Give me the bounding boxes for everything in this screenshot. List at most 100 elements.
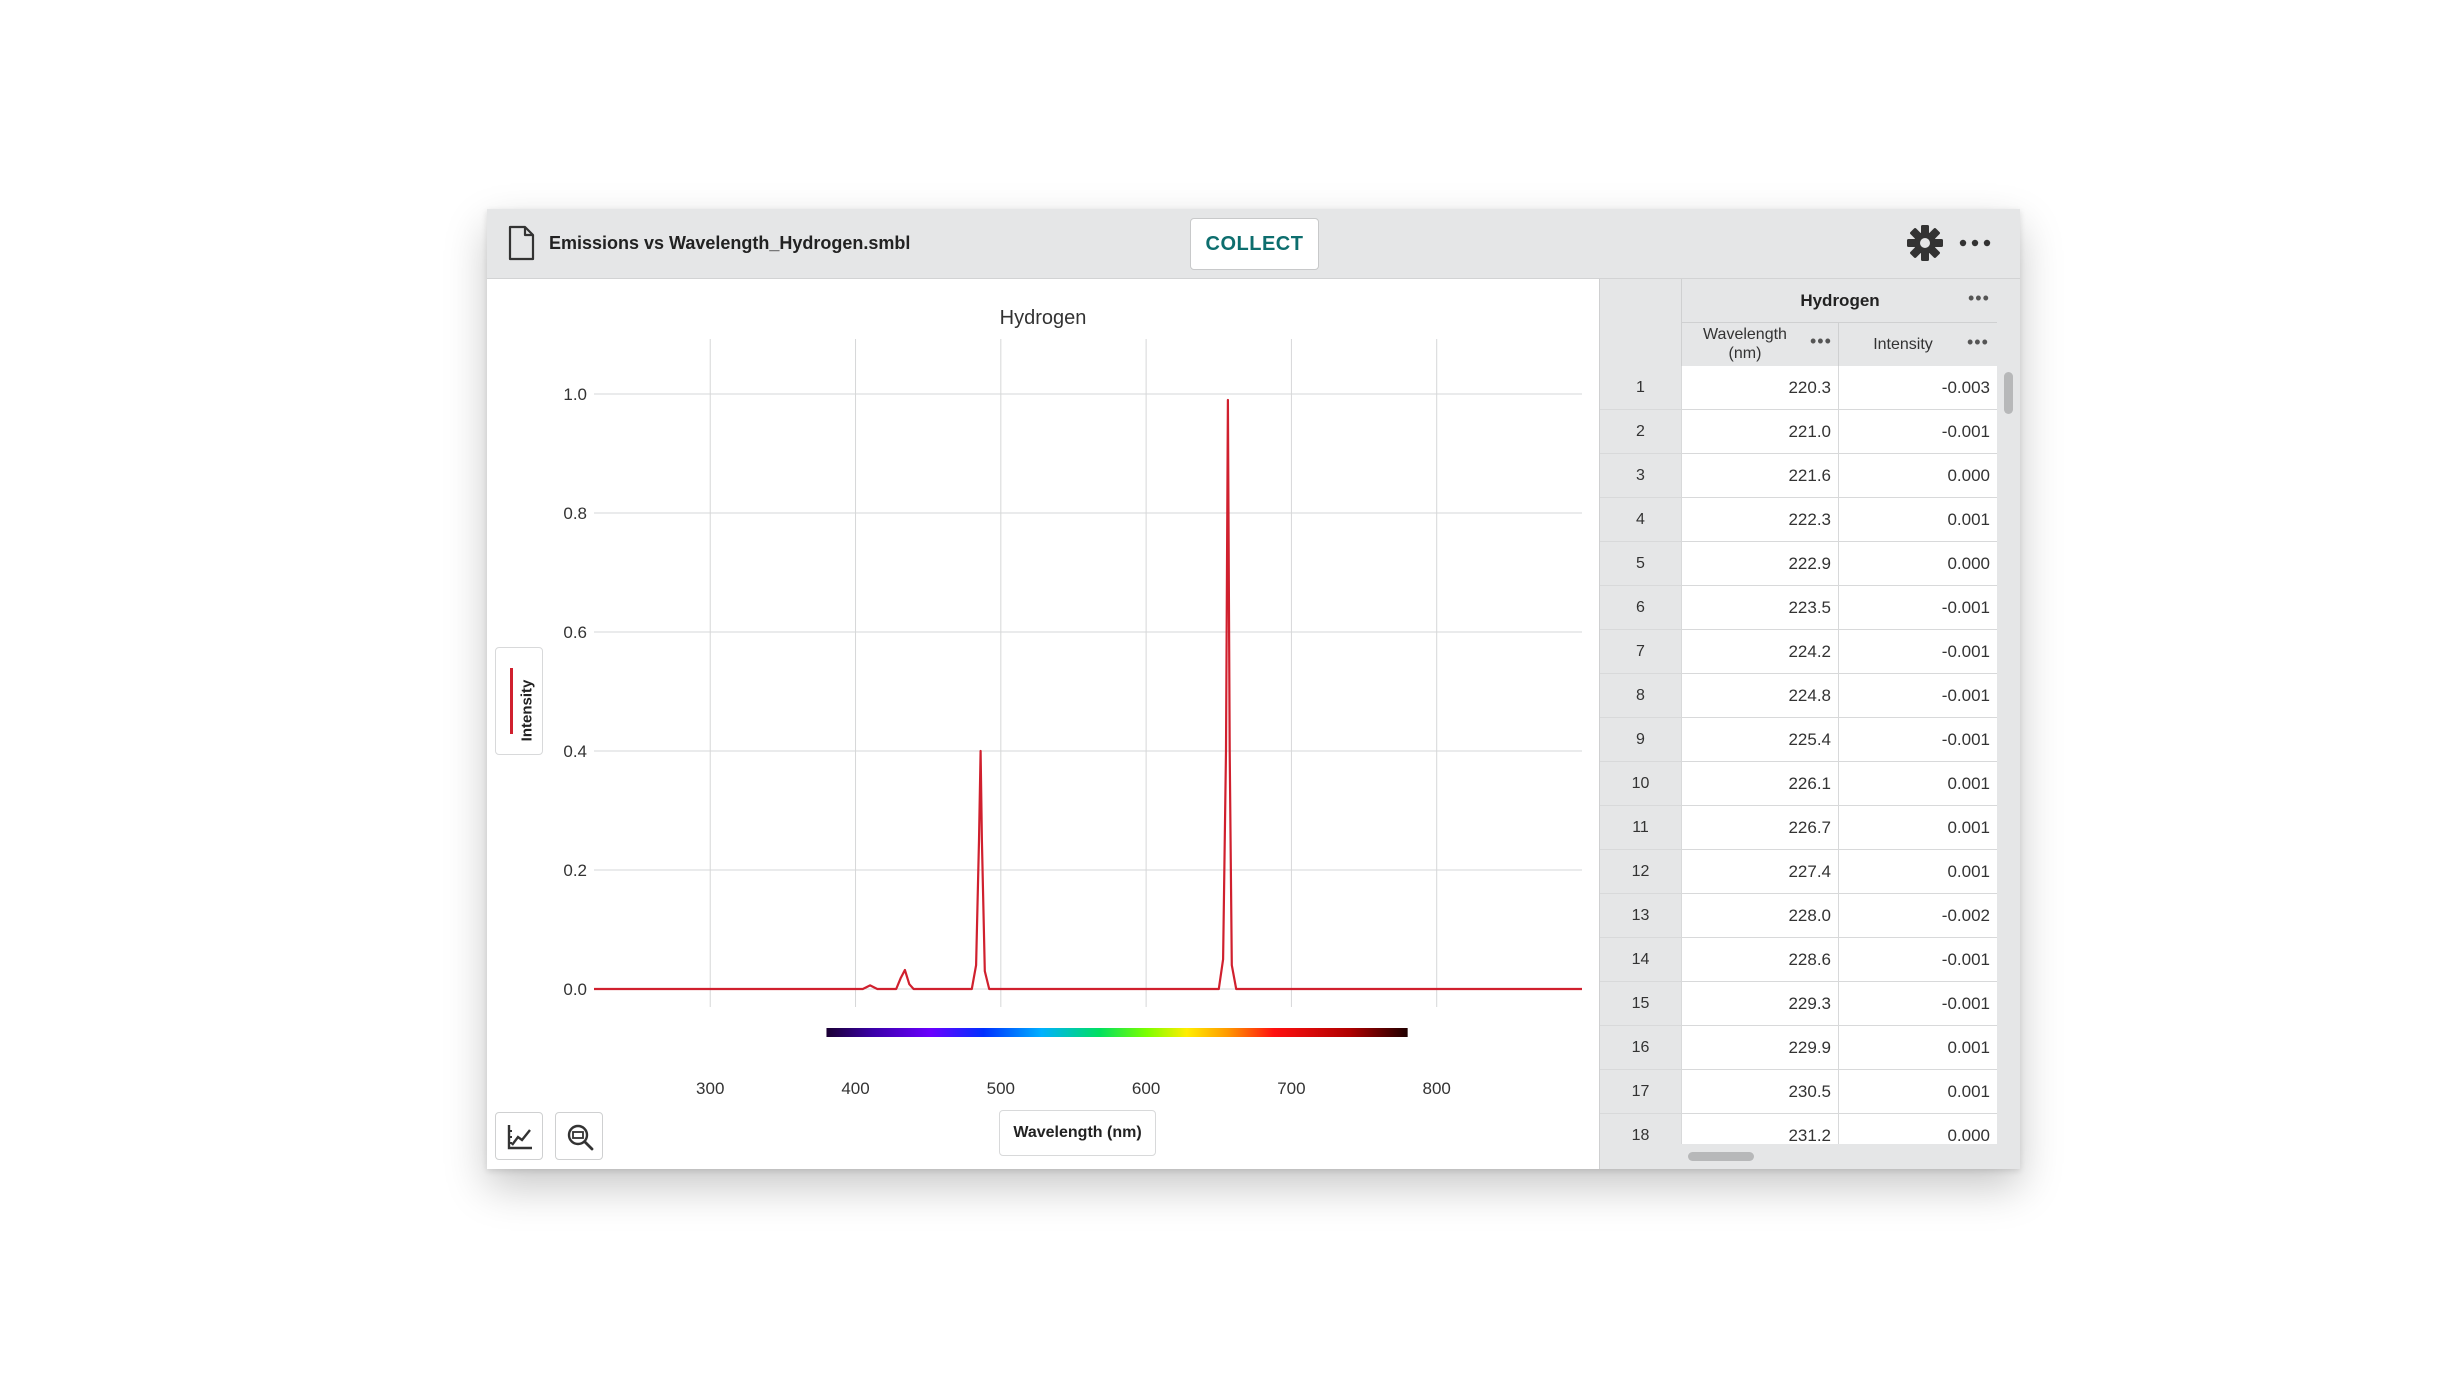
cell-wavelength[interactable]: 221.0 <box>1681 410 1838 454</box>
cell-wavelength[interactable]: 228.0 <box>1681 894 1838 938</box>
app-window: Emissions vs Wavelength_Hydrogen.smbl CO… <box>487 209 2020 1169</box>
table-row[interactable]: 10 226.1 0.001 <box>1600 762 1997 806</box>
cell-intensity[interactable]: -0.001 <box>1838 718 1997 762</box>
cell-intensity[interactable]: 0.001 <box>1838 762 1997 806</box>
cell-intensity[interactable]: -0.001 <box>1838 982 1997 1026</box>
vertical-scrollbar[interactable] <box>1997 366 2020 1154</box>
cell-intensity[interactable]: -0.001 <box>1838 410 1997 454</box>
scroll-thumb[interactable] <box>1688 1152 1754 1161</box>
table-row[interactable]: 4 222.3 0.001 <box>1600 498 1997 542</box>
cell-wavelength[interactable]: 224.8 <box>1681 674 1838 718</box>
table-row[interactable]: 16 229.9 0.001 <box>1600 1026 1997 1070</box>
graph-pane: Hydrogen 300 400 500 600 700 800 0.0 0.2 0.4 0.6 0… <box>487 279 1599 1169</box>
table-row[interactable]: 2 221.0 -0.001 <box>1600 410 1997 454</box>
dataset-header[interactable]: Hydrogen ••• <box>1681 279 1997 323</box>
data-table: Hydrogen ••• Wavelength (nm) ••• Intensi… <box>1599 279 2020 1169</box>
cell-intensity[interactable]: -0.002 <box>1838 894 1997 938</box>
series-color-swatch <box>510 668 513 734</box>
cell-wavelength[interactable]: 230.5 <box>1681 1070 1838 1114</box>
cell-intensity[interactable]: 0.001 <box>1838 850 1997 894</box>
x-axis-legend[interactable]: Wavelength (nm) <box>999 1110 1156 1156</box>
gear-icon[interactable] <box>1906 224 1944 262</box>
cell-wavelength[interactable]: 224.2 <box>1681 630 1838 674</box>
row-index: 9 <box>1600 718 1681 762</box>
document-icon[interactable] <box>507 225 535 261</box>
cell-intensity[interactable]: 0.001 <box>1838 1026 1997 1070</box>
table-row[interactable]: 13 228.0 -0.002 <box>1600 894 1997 938</box>
zoom-button[interactable] <box>555 1112 603 1160</box>
spectrum-plot[interactable]: 300 400 500 600 700 800 0.0 0.2 0.4 0.6 0.8 1.0 <box>487 279 1599 1169</box>
table-row[interactable]: 6 223.5 -0.001 <box>1600 586 1997 630</box>
cell-intensity[interactable]: -0.001 <box>1838 630 1997 674</box>
y-tick-label: 0.2 <box>563 861 587 880</box>
zoom-icon <box>567 1124 594 1151</box>
table-row[interactable]: 9 225.4 -0.001 <box>1600 718 1997 762</box>
graph-title: Hydrogen <box>999 307 1087 329</box>
cell-intensity[interactable]: 0.000 <box>1838 454 1997 498</box>
table-row[interactable]: 8 224.8 -0.001 <box>1600 674 1997 718</box>
cell-wavelength[interactable]: 229.3 <box>1681 982 1838 1026</box>
column-header-intensity[interactable]: Intensity ••• <box>1838 323 1997 366</box>
cell-wavelength[interactable]: 223.5 <box>1681 586 1838 630</box>
row-index: 5 <box>1600 542 1681 586</box>
table-row[interactable]: 14 228.6 -0.001 <box>1600 938 1997 982</box>
cell-wavelength[interactable]: 229.9 <box>1681 1026 1838 1070</box>
row-index: 16 <box>1600 1026 1681 1070</box>
cell-intensity[interactable]: 0.001 <box>1838 498 1997 542</box>
cell-intensity[interactable]: -0.001 <box>1838 674 1997 718</box>
x-tick-label: 700 <box>1277 1079 1305 1098</box>
table-corner <box>1600 279 1681 366</box>
column-header-wavelength[interactable]: Wavelength (nm) ••• <box>1681 323 1838 366</box>
x-tick-label: 400 <box>841 1079 869 1098</box>
dataset-menu-icon[interactable]: ••• <box>1968 288 1990 308</box>
column-menu-icon[interactable]: ••• <box>1967 332 1989 352</box>
row-index: 7 <box>1600 630 1681 674</box>
collect-button[interactable]: COLLECT <box>1190 218 1319 270</box>
cell-intensity[interactable]: 0.000 <box>1838 542 1997 586</box>
table-row[interactable]: 3 221.6 0.000 <box>1600 454 1997 498</box>
cell-intensity[interactable]: -0.003 <box>1838 366 1997 410</box>
y-tick-label: 0.6 <box>563 623 587 642</box>
cell-wavelength[interactable]: 220.3 <box>1681 366 1838 410</box>
row-index: 3 <box>1600 454 1681 498</box>
x-tick-label: 600 <box>1132 1079 1160 1098</box>
cell-wavelength[interactable]: 225.4 <box>1681 718 1838 762</box>
table-row[interactable]: 5 222.9 0.000 <box>1600 542 1997 586</box>
column-menu-icon[interactable]: ••• <box>1810 331 1832 351</box>
row-index: 1 <box>1600 366 1681 410</box>
graph-options-button[interactable] <box>495 1112 543 1160</box>
cell-wavelength[interactable]: 226.1 <box>1681 762 1838 806</box>
row-index: 8 <box>1600 674 1681 718</box>
scroll-thumb[interactable] <box>2004 372 2013 414</box>
file-name[interactable]: Emissions vs Wavelength_Hydrogen.smbl <box>549 233 911 253</box>
cell-intensity[interactable]: -0.001 <box>1838 586 1997 630</box>
y-axis-legend[interactable]: Intensity <box>495 647 543 755</box>
row-index: 14 <box>1600 938 1681 982</box>
dataset-name: Hydrogen <box>1800 291 1880 310</box>
cell-wavelength[interactable]: 226.7 <box>1681 806 1838 850</box>
table-row[interactable]: 11 226.7 0.001 <box>1600 806 1997 850</box>
table-row[interactable]: 17 230.5 0.001 <box>1600 1070 1997 1114</box>
x-tick-label: 500 <box>987 1079 1015 1098</box>
cell-intensity[interactable]: 0.001 <box>1838 1070 1997 1114</box>
cell-wavelength[interactable]: 228.6 <box>1681 938 1838 982</box>
cell-wavelength[interactable]: 222.9 <box>1681 542 1838 586</box>
graph-options-icon <box>507 1125 532 1150</box>
column-label-intensity: Intensity <box>1873 336 1933 353</box>
cell-intensity[interactable]: 0.001 <box>1838 806 1997 850</box>
horizontal-scrollbar[interactable] <box>1600 1144 2020 1169</box>
row-index: 15 <box>1600 982 1681 1026</box>
x-tick-label: 300 <box>696 1079 724 1098</box>
table-row[interactable]: 7 224.2 -0.001 <box>1600 630 1997 674</box>
row-index: 10 <box>1600 762 1681 806</box>
more-options-icon[interactable] <box>1955 231 1995 255</box>
cell-intensity[interactable]: -0.001 <box>1838 938 1997 982</box>
table-row[interactable]: 15 229.3 -0.001 <box>1600 982 1997 1026</box>
table-row[interactable]: 12 227.4 0.001 <box>1600 850 1997 894</box>
cell-wavelength[interactable]: 227.4 <box>1681 850 1838 894</box>
cell-wavelength[interactable]: 221.6 <box>1681 454 1838 498</box>
y-tick-label: 1.0 <box>563 385 587 404</box>
row-index: 6 <box>1600 586 1681 630</box>
table-row[interactable]: 1 220.3 -0.003 <box>1600 366 1997 410</box>
cell-wavelength[interactable]: 222.3 <box>1681 498 1838 542</box>
